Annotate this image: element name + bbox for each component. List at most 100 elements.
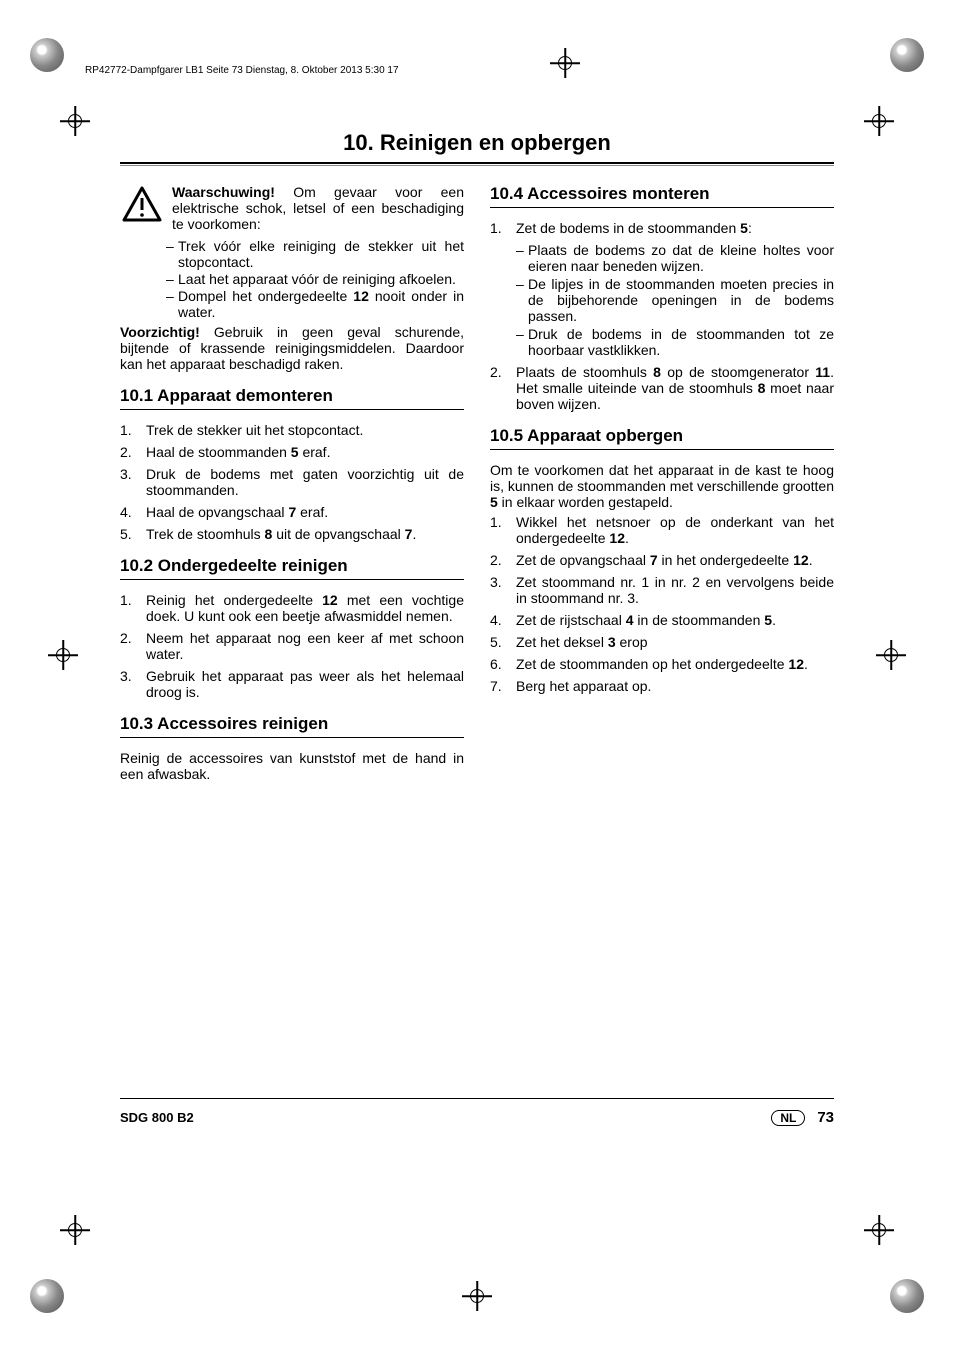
dash-icon: –: [516, 326, 528, 358]
page-number: 73: [817, 1109, 834, 1126]
list-number: 3.: [120, 668, 146, 700]
section-rule: [120, 162, 834, 166]
list-item: 1.Reinig het ondergedeelte 12 met een vo…: [120, 592, 464, 624]
subsection-10-4-title: 10.4 Accessoires monteren: [490, 184, 834, 204]
list-text: Reinig het ondergedeelte 12 met een voch…: [146, 592, 464, 624]
right-column: 10.4 Accessoires monteren 1. Zet de bode…: [490, 184, 834, 786]
text-10-3: Reinig de accessoires van kunststof met …: [120, 750, 464, 782]
left-column: Waarschuwing! Om gevaar voor een elektri…: [120, 184, 464, 786]
subsection-10-5-title: 10.5 Apparaat opbergen: [490, 426, 834, 446]
subsection-10-2-title: 10.2 Ondergedeelte reinigen: [120, 556, 464, 576]
list-text: Zet het deksel 3 erop: [516, 634, 834, 650]
dash-text: Druk de bodems in de stoommanden tot ze …: [528, 326, 834, 358]
corner-mark-icon: [30, 1279, 64, 1313]
dash-text: De lipjes in de stoommanden moeten preci…: [528, 276, 834, 324]
list-number: 5.: [490, 634, 516, 650]
list-item: 5.Trek de stoomhuls 8 uit de opvangschaa…: [120, 526, 464, 542]
list-item: 2.Haal de stoommanden 5 eraf.: [120, 444, 464, 460]
dash-item: –Trek vóór elke reiniging de stekker uit…: [166, 238, 464, 270]
intro-10-5: Om te voorkomen dat het apparaat in de k…: [490, 462, 834, 510]
warning-triangle-icon: [120, 184, 164, 224]
dash-item: –Dompel het ondergedeelte 12 nooit onder…: [166, 288, 464, 320]
registration-mark-icon: [864, 1215, 894, 1245]
list-number: 2.: [120, 444, 146, 460]
dash-item: –Druk de bodems in de stoommanden tot ze…: [516, 326, 834, 358]
warning-dash-list: –Trek vóór elke reiniging de stekker uit…: [120, 238, 464, 320]
list-item: 3.Druk de bodems met gaten voorzichtig u…: [120, 466, 464, 498]
list-item: 2.Neem het apparaat nog een keer af met …: [120, 630, 464, 662]
subsection-rule: [120, 737, 464, 738]
list-text: Wikkel het netsnoer op de onderkant van …: [516, 514, 834, 546]
print-header-line: RP42772-Dampfgarer LB1 Seite 73 Dienstag…: [85, 65, 399, 76]
dash-item: –Laat het apparaat vóór de reiniging afk…: [166, 271, 464, 287]
list-text: Trek de stekker uit het stopcontact.: [146, 422, 464, 438]
footer-rule: [120, 1098, 834, 1099]
list-number: 2.: [490, 364, 516, 412]
list-number: 4.: [120, 504, 146, 520]
registration-mark-icon: [60, 1215, 90, 1245]
list-text: Zet stoommand nr. 1 in nr. 2 en vervolge…: [516, 574, 834, 606]
list-item: 3.Zet stoommand nr. 1 in nr. 2 en vervol…: [490, 574, 834, 606]
caution-paragraph: Voorzichtig! Gebruik in geen geval schur…: [120, 324, 464, 372]
page-footer: SDG 800 B2 NL 73: [120, 1098, 834, 1126]
list-text: Zet de stoommanden op het ondergedeelte …: [516, 656, 834, 672]
list-item: 1.Wikkel het netsnoer op de onderkant va…: [490, 514, 834, 546]
list-text: Trek de stoomhuls 8 uit de opvangschaal …: [146, 526, 464, 542]
list-10-5: 1.Wikkel het netsnoer op de onderkant va…: [490, 514, 834, 694]
dash-icon: –: [166, 288, 178, 320]
registration-mark-icon: [60, 106, 90, 136]
dash-item: –Plaats de bodems zo dat de kleine holte…: [516, 242, 834, 274]
subsection-10-1-title: 10.1 Apparaat demonteren: [120, 386, 464, 406]
sub-dash-list-10-4: –Plaats de bodems zo dat de kleine holte…: [490, 242, 834, 358]
list-item: 5.Zet het deksel 3 erop: [490, 634, 834, 650]
corner-mark-icon: [30, 38, 64, 72]
list-number: 3.: [490, 574, 516, 606]
list-text: Druk de bodems met gaten voorzichtig uit…: [146, 466, 464, 498]
subsection-rule: [120, 579, 464, 580]
dash-text: Plaats de bodems zo dat de kleine holtes…: [528, 242, 834, 274]
list-item: 4.Haal de opvangschaal 7 eraf.: [120, 504, 464, 520]
page-content: 10. Reinigen en opbergen Waarschuwing! O…: [120, 130, 834, 786]
dash-icon: –: [516, 276, 528, 324]
list-item: 2. Plaats de stoomhuls 8 op de stoomgene…: [490, 364, 834, 412]
list-text: Haal de opvangschaal 7 eraf.: [146, 504, 464, 520]
list-text: Gebruik het apparaat pas weer als het he…: [146, 668, 464, 700]
list-item: 4.Zet de rijstschaal 4 in de stoommanden…: [490, 612, 834, 628]
language-badge: NL: [771, 1110, 805, 1126]
list-text: Haal de stoommanden 5 eraf.: [146, 444, 464, 460]
warning-label: Waarschuwing!: [172, 184, 275, 200]
registration-mark-icon: [876, 640, 906, 670]
dash-text: Trek vóór elke reiniging de stekker uit …: [178, 238, 464, 270]
list-text: Zet de bodems in de stoommanden 5:: [516, 220, 834, 236]
corner-mark-icon: [890, 38, 924, 72]
registration-mark-icon: [48, 640, 78, 670]
list-number: 1.: [490, 514, 516, 546]
list-item: 1. Zet de bodems in de stoommanden 5:: [490, 220, 834, 236]
list-item: 7.Berg het apparaat op.: [490, 678, 834, 694]
list-number: 5.: [120, 526, 146, 542]
dash-icon: –: [166, 238, 178, 270]
list-number: 1.: [490, 220, 516, 236]
list-number: 7.: [490, 678, 516, 694]
dash-text: Dompel het ondergedeelte 12 nooit onder …: [178, 288, 464, 320]
caution-label: Voorzichtig!: [120, 324, 200, 340]
list-text: Zet de rijstschaal 4 in de stoommanden 5…: [516, 612, 834, 628]
list-number: 1.: [120, 592, 146, 624]
subsection-rule: [490, 449, 834, 450]
warning-block: Waarschuwing! Om gevaar voor een elektri…: [120, 184, 464, 232]
list-number: 2.: [490, 552, 516, 568]
list-item: 1.Trek de stekker uit het stopcontact.: [120, 422, 464, 438]
list-number: 3.: [120, 466, 146, 498]
list-text: Berg het apparaat op.: [516, 678, 834, 694]
dash-item: –De lipjes in de stoommanden moeten prec…: [516, 276, 834, 324]
list-text: Plaats de stoomhuls 8 op de stoomgenerat…: [516, 364, 834, 412]
registration-mark-icon: [462, 1281, 492, 1311]
list-text: Zet de opvangschaal 7 in het ondergedeel…: [516, 552, 834, 568]
list-number: 4.: [490, 612, 516, 628]
list-item: 6.Zet de stoommanden op het ondergedeelt…: [490, 656, 834, 672]
dash-text: Laat het apparaat vóór de reiniging afko…: [178, 271, 464, 287]
list-number: 2.: [120, 630, 146, 662]
section-title: 10. Reinigen en opbergen: [120, 130, 834, 156]
dash-icon: –: [516, 242, 528, 274]
list-item: 3.Gebruik het apparaat pas weer als het …: [120, 668, 464, 700]
